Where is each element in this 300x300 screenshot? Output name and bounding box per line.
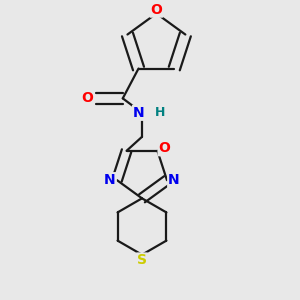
- Text: N: N: [104, 173, 116, 187]
- Text: H: H: [154, 106, 165, 119]
- Text: N: N: [133, 106, 145, 120]
- Text: N: N: [168, 173, 180, 187]
- Text: O: O: [151, 3, 162, 16]
- Text: S: S: [137, 254, 147, 268]
- Text: O: O: [158, 141, 170, 155]
- Text: O: O: [82, 92, 94, 105]
